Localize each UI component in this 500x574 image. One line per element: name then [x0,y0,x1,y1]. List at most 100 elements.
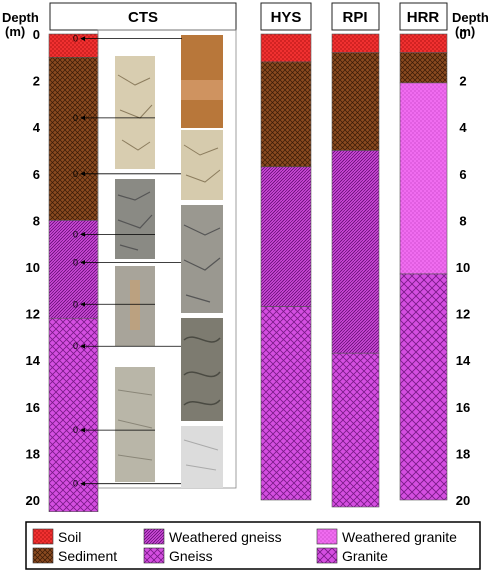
legend-box [25,521,481,570]
legend-swatch [32,528,54,545]
right-tick-label: 2 [459,74,466,89]
legend-label: Sediment [58,548,117,564]
core-marker-label: 0 [73,34,78,44]
left-tick-label: 20 [26,493,40,508]
left-tick-label: 14 [26,353,41,368]
hys-header-box [260,2,312,31]
column-hrr [399,33,448,501]
core-photo-5-texture [183,224,221,303]
core-photo-5 [181,205,223,313]
legend-swatch [316,547,338,564]
core-marker: 0 [73,229,155,239]
layer-weathered-gneiss [260,166,312,307]
legend-swatch [32,547,54,564]
core-photo-1-band [181,80,223,100]
legend: Soil Weathered gneiss Weathered granite Sed… [25,521,481,570]
depth-axis-title: Depth [2,10,39,25]
right-tick-label: 14 [456,353,471,368]
left-tick-labels: 0 2 4 6 8 10 12 14 16 18 20 [26,27,41,508]
core-photo-3-cracks [183,144,221,183]
left-tick-label: 10 [26,260,40,275]
layer-sediment [331,52,380,151]
core-photos [115,35,223,488]
legend-item-weathered-granite: Weathered granite [316,528,457,545]
layer-soil [260,33,312,63]
left-tick-label: 6 [33,167,40,182]
rpi-header-box [331,2,380,31]
hrr-column-title: HRR [407,9,440,26]
right-tick-label: 10 [456,260,470,275]
left-tick-label: 4 [33,120,41,135]
legend-swatch [316,528,338,545]
column-hys [260,33,312,501]
right-tick-label: 12 [456,307,470,322]
right-tick-label: 20 [456,493,470,508]
left-depth-axis: Depth (m) 0 2 4 6 8 10 12 14 16 18 20 [2,10,41,508]
right-tick-label: 16 [456,400,470,415]
legend-label: Soil [58,529,81,545]
core-marker-label: 0 [73,479,78,489]
core-photo-2 [115,56,155,169]
left-tick-label: 18 [26,446,40,461]
legend-swatch [143,547,165,564]
core-marker: 0 [73,479,181,489]
core-marker: 0 [73,425,155,435]
legend-swatch [143,528,165,545]
core-photo-4-texture [117,191,153,251]
layer-weathered-granite [399,82,448,275]
left-tick-label: 8 [33,213,40,228]
core-marker: 0 [73,257,181,267]
right-depth-axis: Depth (m) 0 2 4 6 8 10 12 14 16 18 20 [452,10,489,508]
layer-sediment [399,52,448,84]
core-marker-label: 0 [73,169,78,179]
left-tick-label: 16 [26,400,40,415]
layer-granite [399,273,448,501]
right-tick-label: 4 [459,120,467,135]
core-marker: 0 [73,34,182,44]
depth-axis-unit: (m) [5,24,25,39]
layer-soil [399,33,448,53]
left-tick-label: 12 [26,307,40,322]
rpi-column-title: RPI [342,9,367,26]
core-photo-8-texture [117,389,153,461]
right-tick-label: 0 [459,27,466,42]
legend-item-weathered-gneiss: Weathered gneiss [143,528,282,545]
core-marker: 0 [73,169,181,179]
hrr-header-box [399,2,448,31]
core-marker-label: 0 [73,299,78,309]
core-sample-markers: 0 0 0 0 0 0 0 0 0 [73,34,182,489]
right-tick-label: 8 [459,213,466,228]
core-photo-9-texture [183,439,219,471]
core-marker-label: 0 [73,257,78,267]
borehole-columns [48,33,448,512]
core-marker-label: 0 [73,341,78,351]
right-tick-labels: 0 2 4 6 8 10 12 14 16 18 20 [456,27,471,508]
core-marker-label: 0 [73,425,78,435]
left-tick-label: 0 [33,27,40,42]
layer-gneiss [260,306,312,501]
column-rpi [331,33,380,508]
right-depth-axis-unit: (m) [455,24,475,39]
legend-label: Weathered granite [342,529,457,545]
layer-weathered-gneiss [331,150,380,354]
core-marker-label: 0 [73,229,78,239]
cts-photo-frame [97,29,237,489]
right-tick-label: 6 [459,167,466,182]
core-marker-label: 0 [73,113,78,123]
layer-sediment [48,56,99,221]
legend-item-granite: Granite [316,547,388,564]
legend-label: Gneiss [169,548,213,564]
right-tick-label: 18 [456,446,470,461]
left-tick-label: 2 [33,74,40,89]
legend-item-gneiss: Gneiss [143,547,213,564]
layer-gneiss [48,317,99,512]
right-depth-axis-title: Depth [452,10,489,25]
layer-sediment [260,61,312,168]
hys-column-title: HYS [271,9,302,26]
core-marker: 0 [73,341,181,351]
core-marker: 0 [73,299,155,309]
core-photo-3 [181,130,223,200]
core-photo-7-texture [183,336,221,406]
legend-item-soil: Soil [32,528,81,545]
